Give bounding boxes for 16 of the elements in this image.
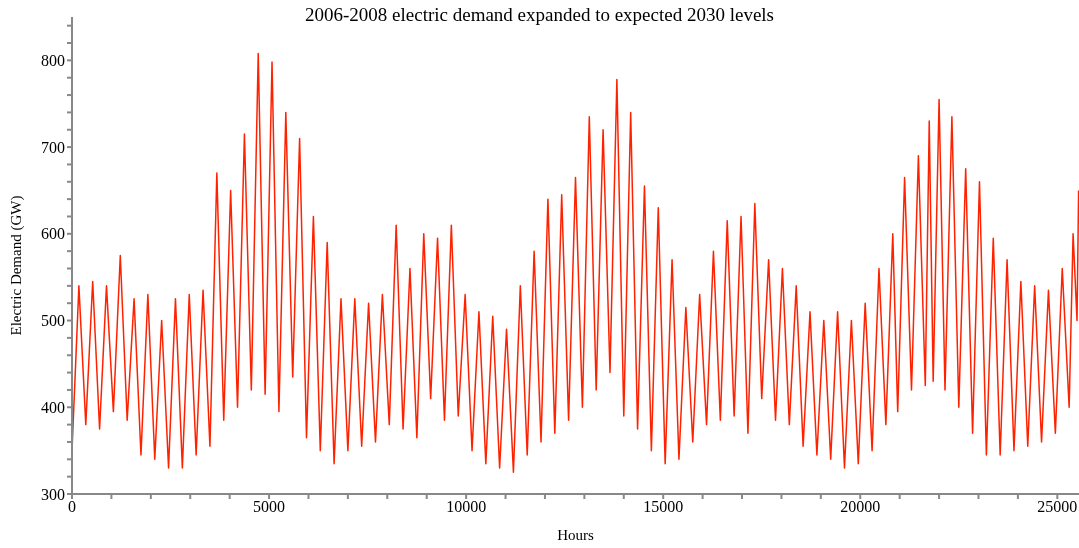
x-tick-label: 15000: [643, 498, 684, 516]
x-tick-label: 10000: [446, 498, 487, 516]
y-axis-title: Electric Demand (GW): [8, 195, 26, 336]
chart-title: 2006-2008 electric demand expanded to expected 2030 levels: [304, 4, 775, 26]
y-tick-label: 300: [41, 485, 65, 503]
x-tick-label: 0: [68, 498, 76, 516]
line-series: [72, 52, 1079, 474]
y-tick-label: 700: [41, 138, 65, 156]
y-tick-label: 500: [41, 312, 65, 330]
x-tick-label: 20000: [840, 498, 881, 516]
y-tick-label: 400: [41, 398, 65, 416]
x-tick-label: 25000: [1037, 498, 1078, 516]
y-tick-label: 800: [41, 52, 65, 70]
x-tick-label: 5000: [253, 498, 286, 516]
y-tick-label: 600: [41, 225, 65, 243]
x-axis-title: Hours: [557, 527, 594, 543]
